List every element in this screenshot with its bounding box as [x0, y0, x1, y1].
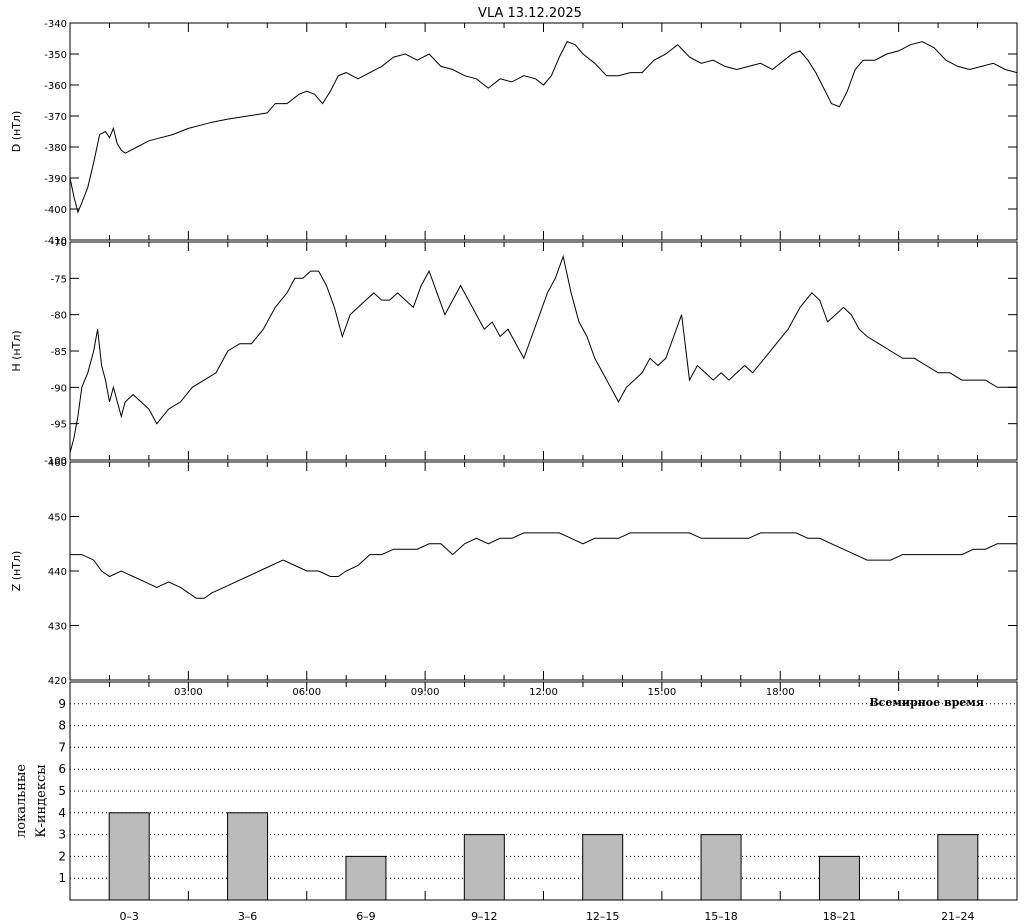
panel-frame	[69, 241, 1018, 461]
y-axis-label: Z (нТл)	[10, 551, 23, 592]
y-tick-label: -75	[51, 274, 67, 285]
y-tick-label: 1	[58, 871, 66, 885]
y-tick-label: -70	[51, 238, 67, 249]
y-tick-label: 7	[58, 740, 66, 754]
panel-frame	[69, 22, 1018, 241]
y-tick-label: -100	[44, 456, 67, 467]
x-category-label: 9–12	[471, 910, 498, 921]
x-category-label: 18–21	[823, 910, 857, 921]
y-tick-label: -360	[44, 81, 67, 92]
series-line-H	[69, 254, 1017, 453]
y-tick-label: -350	[44, 50, 67, 61]
y-axis-label: H (нТл)	[10, 330, 23, 371]
y-tick-label: 4	[58, 806, 66, 820]
x-tick-label: 18:00	[766, 687, 795, 698]
x-category-label: 21–24	[941, 910, 975, 921]
panel-frame	[69, 461, 1018, 681]
x-tick-label: 15:00	[647, 687, 676, 698]
panel-D: -340 -350 -360 -370 -380 -390 -400 -410 D (нТл)	[10, 19, 1018, 247]
y-tick-label: 440	[48, 567, 67, 578]
y-tick-label: 450	[48, 513, 67, 524]
y-axis-label-line2: К-индексы	[34, 764, 49, 837]
x-category-label: 12–15	[586, 910, 620, 921]
x-category-label: 0–3	[119, 910, 139, 921]
y-tick-label: 5	[58, 784, 66, 798]
x-category-label: 6–9	[356, 910, 376, 921]
y-tick-label: 8	[58, 719, 66, 733]
y-tick-label: -400	[44, 205, 67, 216]
x-axis-label: Всемирное время	[869, 696, 984, 709]
x-category-label: 15–18	[704, 910, 738, 921]
y-tick-label: 460	[48, 458, 67, 469]
x-category-label: 3–6	[238, 910, 258, 921]
k-index-bar	[582, 834, 624, 901]
y-tick-label: -80	[51, 311, 67, 322]
panel-Z: 420 430 440 450 460 Z (нТл) 03:00 06:00 09:00 12:…	[10, 458, 1018, 709]
y-tick-label: -370	[44, 112, 67, 123]
x-tick-label: 03:00	[174, 687, 203, 698]
k-index-bar	[818, 855, 860, 901]
y-tick-label: 6	[58, 762, 66, 776]
k-index-bar	[937, 834, 979, 901]
y-tick-label: -340	[44, 19, 67, 30]
panel-K: 1 2 3 4 5 6 7 8 9 0–3 3–6 6–9 9–12 12–15 15–18 18–21 21–…	[14, 681, 1018, 921]
x-tick-label: 09:00	[411, 687, 440, 698]
y-tick-label: 420	[48, 676, 67, 687]
panel-H: -70 -75 -80 -85 -90 -95 -100 H (нТл)	[10, 238, 1018, 467]
x-tick-label: 12:00	[529, 687, 558, 698]
chart-title: VLA 13.12.2025	[478, 6, 582, 21]
series-line-D	[69, 40, 1018, 214]
y-axis-label-line1: локальные	[14, 764, 29, 838]
y-axis-label: D (нТл)	[10, 111, 23, 153]
k-index-bar	[227, 812, 269, 901]
y-tick-label: 9	[58, 697, 66, 711]
k-index-bar	[463, 834, 505, 901]
y-tick-label: 430	[48, 622, 67, 633]
y-tick-label: -90	[51, 383, 67, 394]
y-tick-label: -390	[44, 174, 67, 185]
y-tick-label: -410	[44, 236, 67, 247]
series-line-Z	[70, 532, 1017, 599]
y-tick-label: -95	[51, 420, 67, 431]
y-tick-label: -380	[44, 143, 67, 154]
y-tick-label: 3	[58, 828, 66, 842]
k-index-bar	[345, 855, 387, 901]
k-index-bar	[108, 812, 150, 901]
x-tick-label: 06:00	[292, 687, 321, 698]
y-tick-label: -85	[51, 347, 67, 358]
y-tick-label: 2	[58, 849, 66, 863]
k-index-bar	[700, 834, 742, 901]
